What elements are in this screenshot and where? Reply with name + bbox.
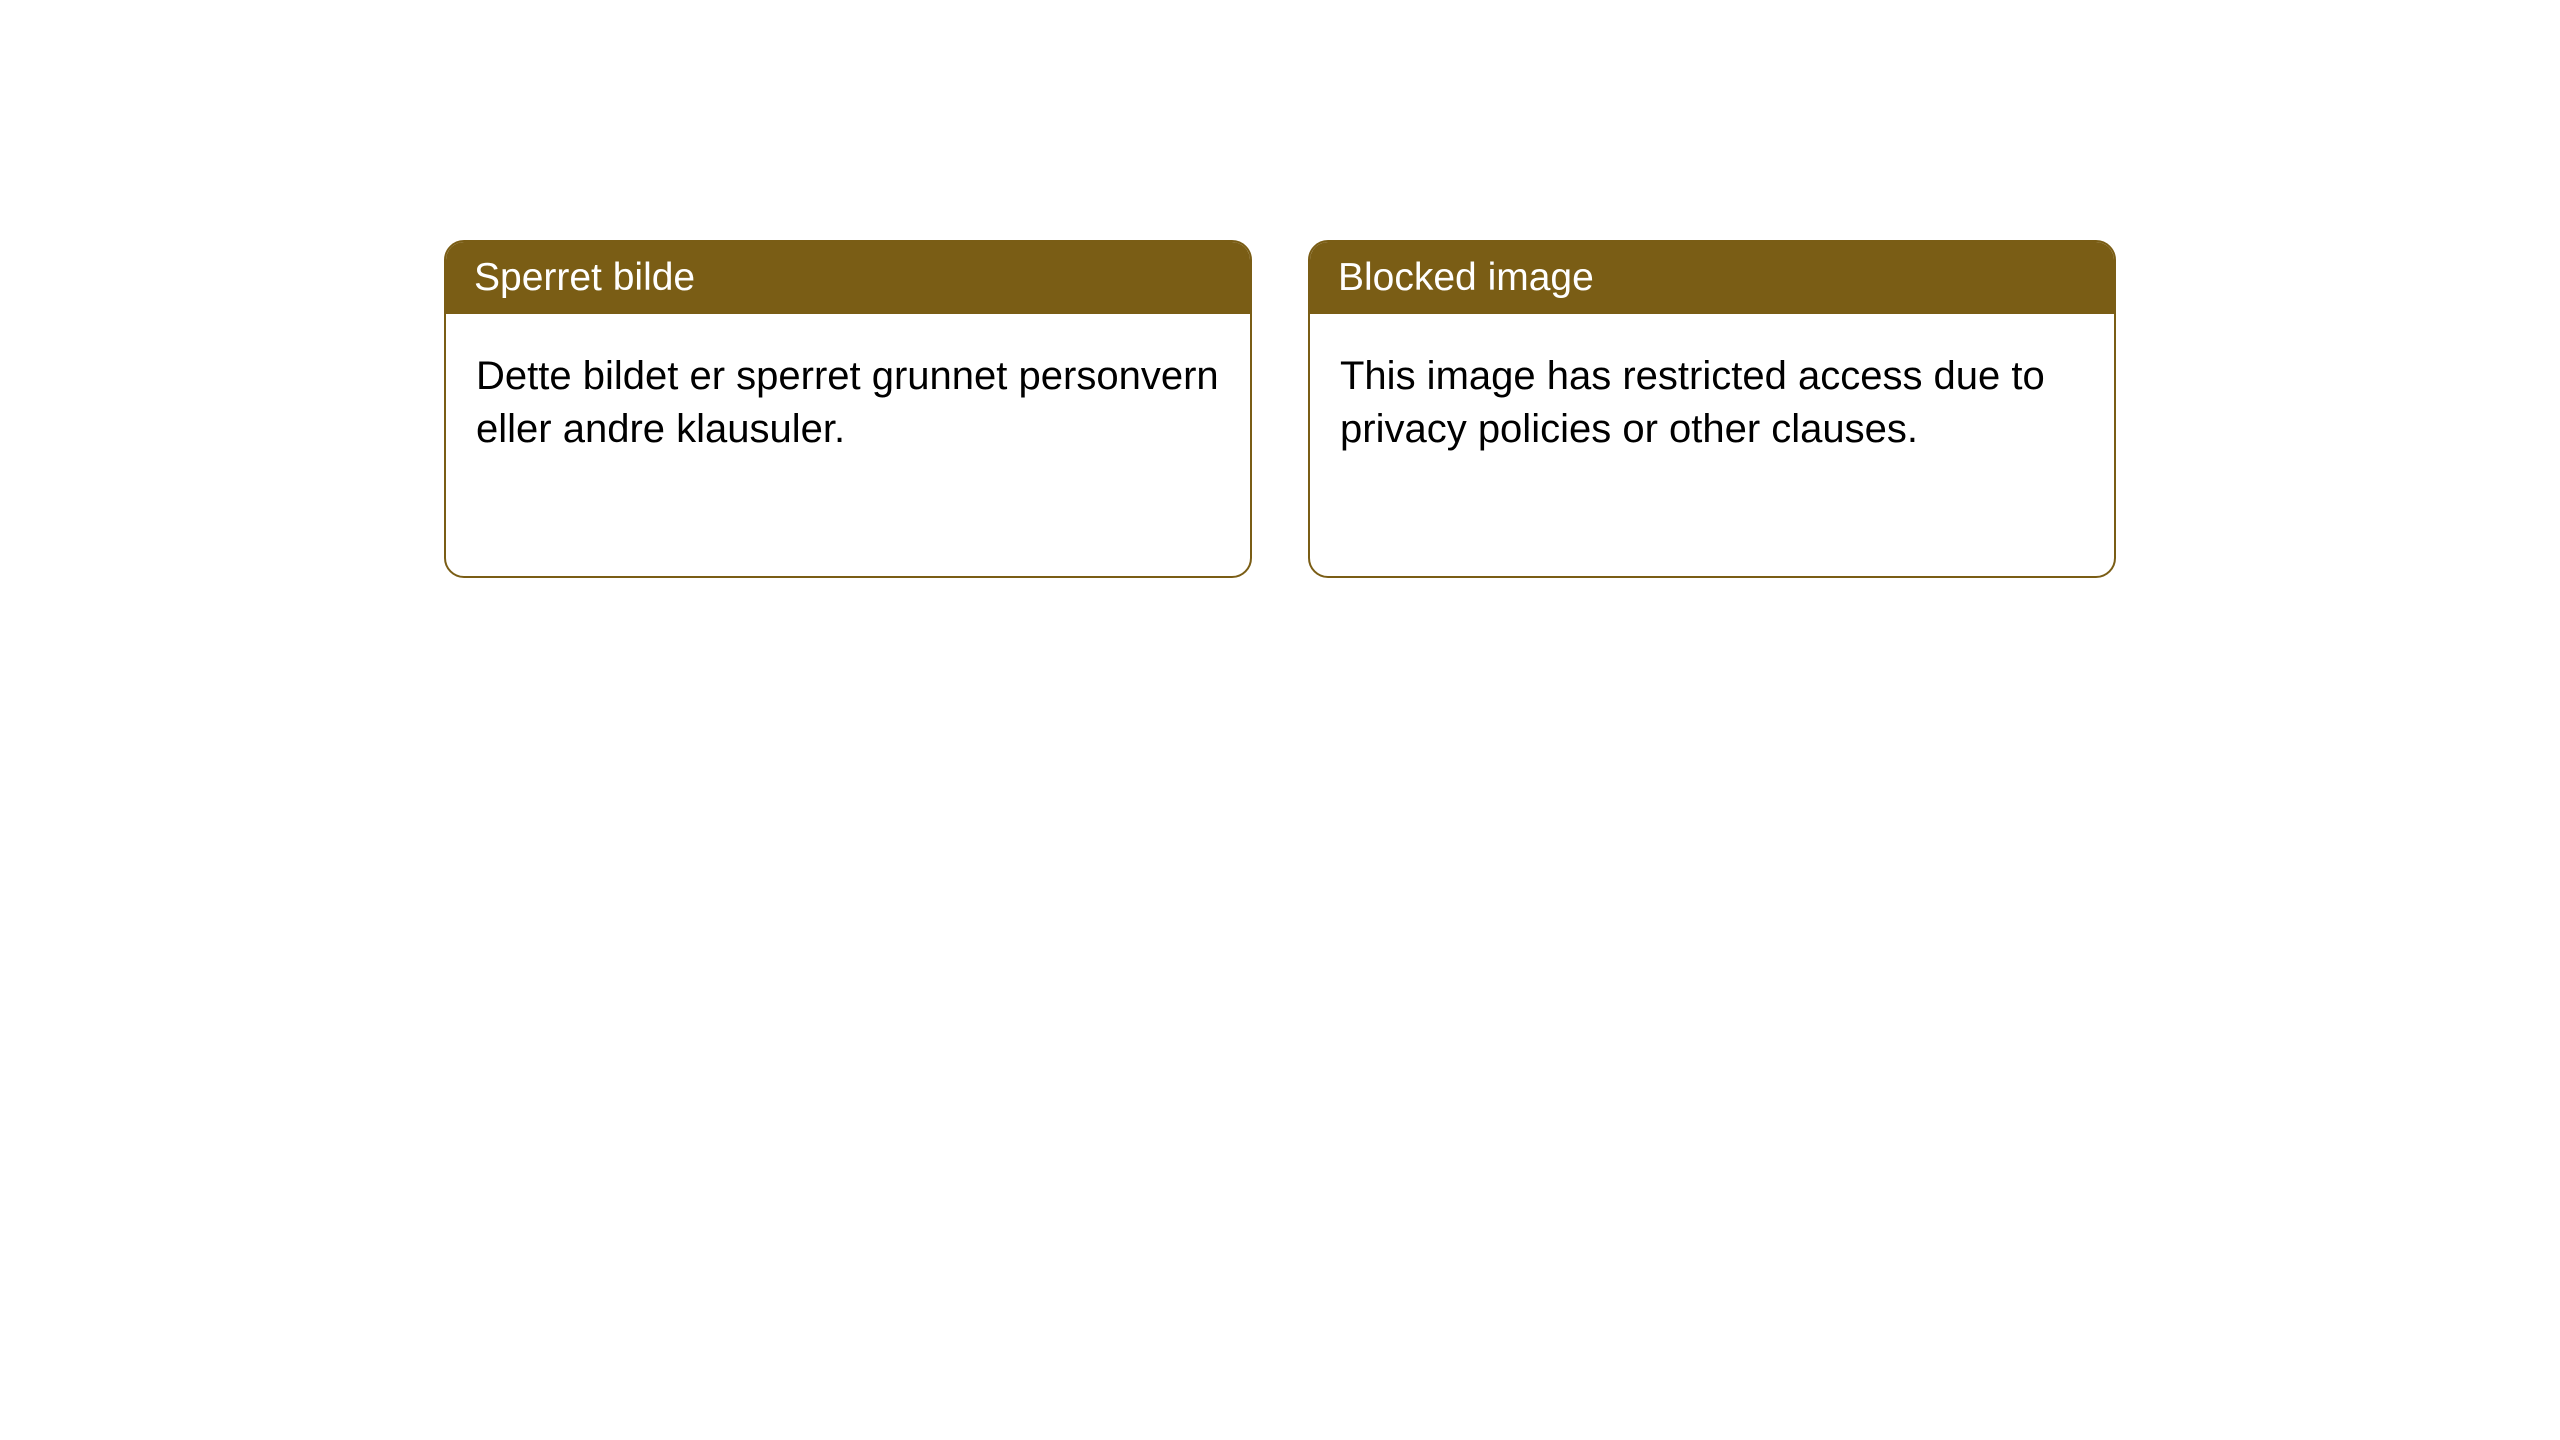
panel-header: Blocked image	[1310, 242, 2114, 314]
panel-body-text: Dette bildet er sperret grunnet personve…	[476, 354, 1219, 451]
panels-container: Sperret bilde Dette bildet er sperret gr…	[444, 240, 2116, 578]
blocked-image-panel-english: Blocked image This image has restricted …	[1308, 240, 2116, 578]
panel-title: Blocked image	[1338, 256, 1594, 299]
panel-title: Sperret bilde	[474, 256, 695, 299]
panel-body: This image has restricted access due to …	[1310, 314, 2114, 492]
panel-header: Sperret bilde	[446, 242, 1250, 314]
blocked-image-panel-norwegian: Sperret bilde Dette bildet er sperret gr…	[444, 240, 1252, 578]
panel-body: Dette bildet er sperret grunnet personve…	[446, 314, 1250, 492]
panel-body-text: This image has restricted access due to …	[1340, 354, 2045, 451]
